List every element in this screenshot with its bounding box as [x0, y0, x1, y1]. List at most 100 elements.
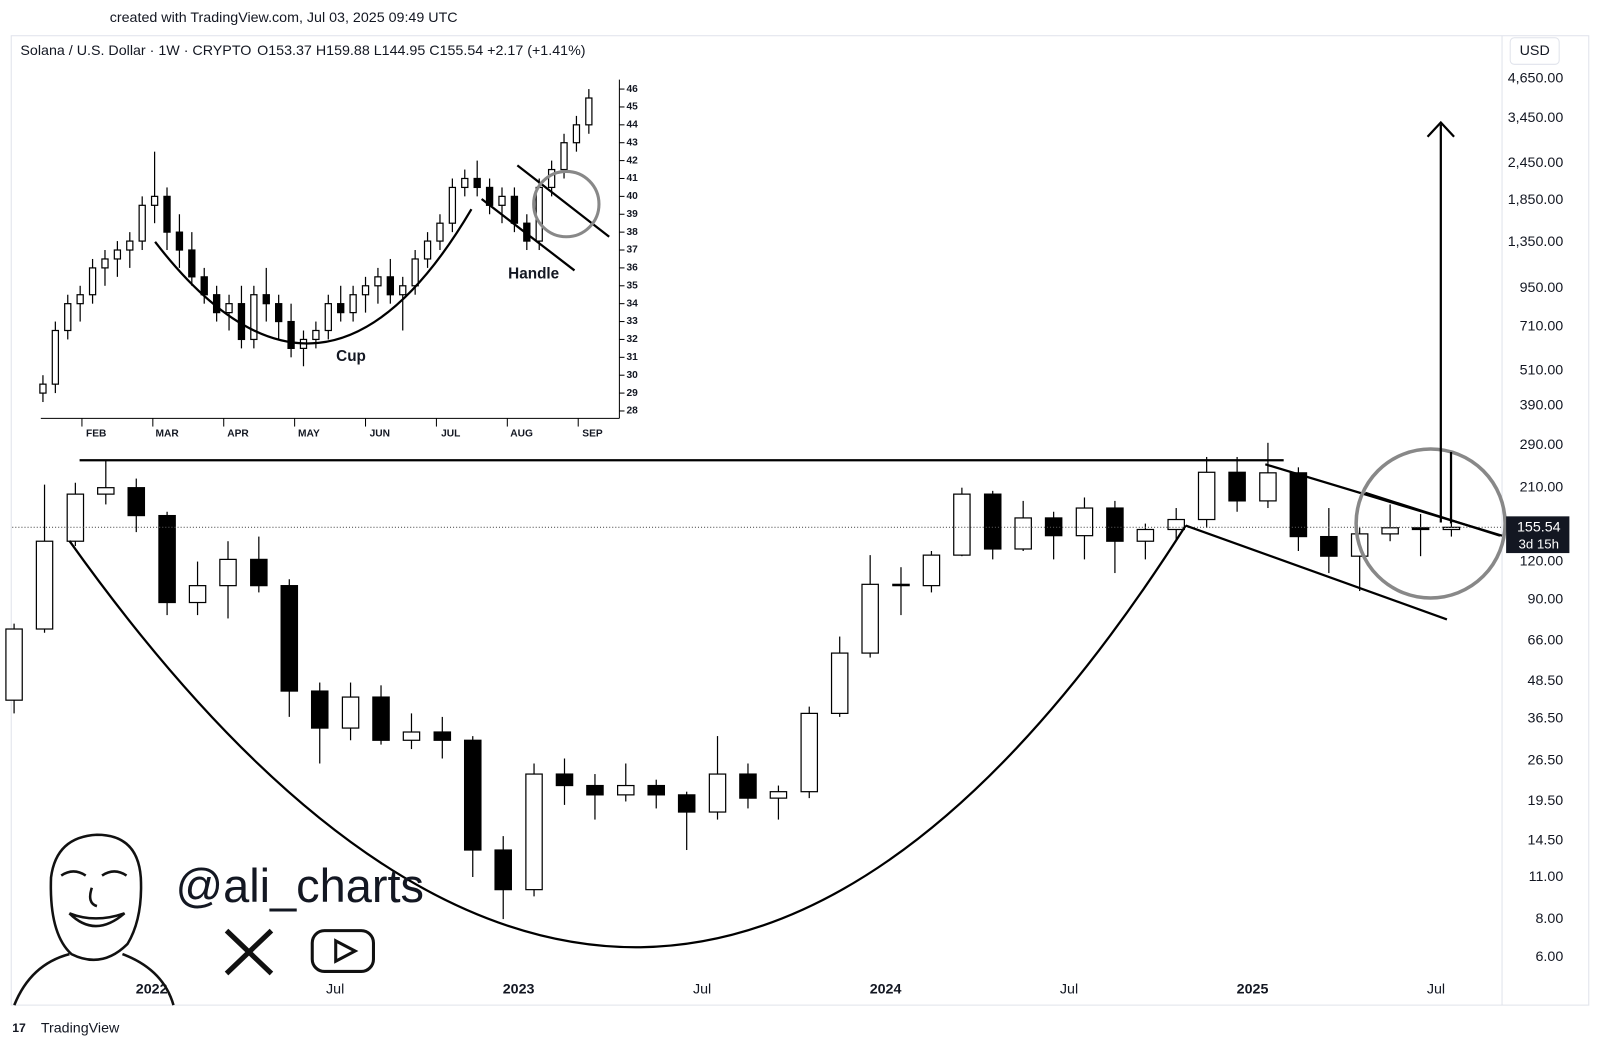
- candle-body: [1136, 528, 1155, 542]
- y-tick-label: 3,450.00: [1508, 110, 1564, 126]
- candle-body: [126, 240, 134, 251]
- candle-body: [525, 773, 543, 891]
- brand-name: TradingView: [41, 1020, 120, 1036]
- y-tick-label: 8.00: [1535, 911, 1563, 927]
- x-tick-label: JUN: [370, 428, 390, 439]
- candle-body: [647, 784, 666, 796]
- inset-cup-curve: [154, 208, 473, 345]
- y-tick-label: 950.00: [1520, 280, 1564, 296]
- candle-body: [463, 739, 482, 851]
- candle-body: [708, 773, 727, 813]
- channel-lower: [1185, 524, 1448, 621]
- candle-body: [341, 696, 360, 729]
- candle-body: [1411, 527, 1430, 531]
- candle-body: [677, 794, 696, 813]
- candle-body: [76, 294, 84, 305]
- x-tick-label: MAY: [298, 428, 320, 439]
- candle-body: [473, 177, 481, 189]
- x-tick-label: FEB: [86, 428, 106, 439]
- x-tick-label: Jul: [1427, 982, 1445, 998]
- y-tick-label: 35: [627, 280, 639, 291]
- candle-body: [113, 249, 122, 260]
- y-tick-label: 210.00: [1520, 479, 1564, 495]
- y-tick-label: 33: [627, 316, 639, 327]
- candle-body: [1075, 507, 1094, 537]
- candle-body: [175, 231, 184, 251]
- candle-body: [64, 303, 72, 332]
- y-tick-label: 38: [627, 227, 639, 238]
- candle-body: [35, 540, 54, 630]
- candle-body: [1320, 535, 1338, 557]
- y-tick-label: 48.50: [1528, 673, 1564, 689]
- y-tick-label: 37: [627, 245, 639, 256]
- candle-body: [275, 303, 283, 323]
- candle-body: [555, 773, 574, 787]
- candle-body: [498, 195, 506, 206]
- play-glyph: [334, 938, 359, 964]
- candle-body: [163, 195, 171, 233]
- y-tick-label: 11.00: [1529, 869, 1564, 885]
- x-tick-label: SEP: [582, 428, 603, 439]
- candle-body: [535, 186, 543, 242]
- candle-body: [586, 784, 604, 796]
- y-tick-label: 40: [627, 191, 639, 202]
- currency-button[interactable]: [1509, 37, 1560, 65]
- y-tick-label: 4,650.00: [1508, 70, 1564, 86]
- y-tick-label: 41: [627, 173, 639, 184]
- x-tick-label: Jul: [326, 982, 344, 998]
- candle-body: [1197, 471, 1216, 521]
- candle-body: [448, 186, 457, 224]
- candle-body: [66, 493, 85, 542]
- candle-body: [617, 784, 635, 796]
- x-icon[interactable]: [224, 928, 274, 976]
- candle-body: [349, 294, 357, 314]
- candle-body: [200, 276, 208, 296]
- currency-label[interactable]: USD: [1520, 43, 1550, 59]
- candle-body: [1106, 507, 1124, 542]
- candle-body: [150, 195, 159, 206]
- candle-body: [5, 628, 23, 701]
- y-tick-label: 42: [627, 155, 639, 166]
- inset-handle-line: [480, 198, 576, 272]
- candle-body: [585, 97, 593, 126]
- candle-body: [830, 652, 849, 714]
- candle-body: [510, 195, 519, 224]
- candle-body: [101, 258, 109, 269]
- candle-body: [219, 558, 237, 587]
- candle-body: [1014, 517, 1032, 550]
- candle-body: [1228, 471, 1246, 502]
- y-tick-label: 36.50: [1528, 710, 1564, 726]
- candle-body: [1289, 472, 1308, 538]
- x-tick-label: 2022: [136, 982, 168, 998]
- candle-body: [922, 554, 941, 587]
- candle-body: [739, 773, 757, 799]
- inset-panel: [20, 73, 656, 443]
- avatar: [13, 833, 175, 1006]
- y-tick-label: 34: [627, 298, 639, 309]
- candle-body: [547, 168, 556, 189]
- candle-body: [287, 320, 295, 349]
- chart-frame: [10, 35, 1590, 1006]
- youtube-icon[interactable]: [310, 929, 376, 973]
- y-tick-label: 30: [627, 370, 639, 381]
- x-tick-label: 2024: [870, 982, 902, 998]
- candle-body: [983, 493, 1002, 550]
- candle-body: [324, 303, 332, 332]
- candle-body: [188, 249, 196, 278]
- y-tick-label: 2,450.00: [1508, 155, 1564, 171]
- candle-body: [433, 731, 452, 741]
- y-tick-label: 43: [627, 137, 639, 148]
- y-tick-label: 390.00: [1520, 398, 1564, 414]
- watermark-handle: @ali_charts: [176, 860, 424, 912]
- x-tick-label: MAR: [156, 428, 180, 439]
- y-tick-label: 66.00: [1528, 632, 1564, 648]
- inset-handle-line: [516, 164, 610, 238]
- candle-body: [188, 585, 207, 604]
- y-tick-label: 19.50: [1528, 793, 1564, 809]
- candle-body: [138, 204, 146, 242]
- symbol-title: Solana / U.S. Dollar · 1W · CRYPTO: [20, 43, 251, 59]
- brand-logo: 17: [12, 1021, 26, 1035]
- candle-body: [560, 142, 568, 171]
